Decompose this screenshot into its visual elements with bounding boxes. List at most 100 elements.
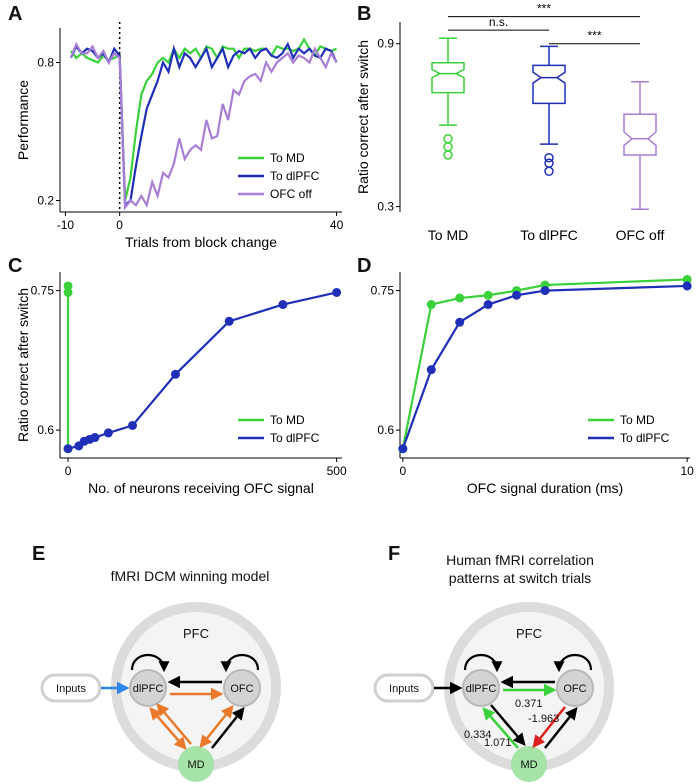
ofc-label: OFC: [563, 683, 586, 695]
inputs-node: [40, 673, 102, 703]
data-point: [483, 290, 493, 300]
md-to-dlpfc-arrow: [482, 707, 519, 749]
pfc-label: PFC: [516, 626, 542, 641]
ofc-node: [556, 669, 594, 707]
weight-md-dlpfc: 0.334: [464, 729, 492, 741]
panel-label-e: E: [32, 543, 45, 565]
legend-label: To MD: [620, 413, 655, 427]
outlier: [443, 150, 453, 160]
inputs-label: Inputs: [56, 683, 86, 695]
diagram-e: fMRI DCM winning model PFC Inputs dlPFC …: [40, 568, 281, 782]
ofc-node: [223, 669, 261, 707]
outlier: [544, 158, 554, 168]
data-point: [426, 300, 436, 310]
dlpfc-label: dlPFC: [466, 683, 497, 695]
y-tick-label: 0.6: [377, 423, 394, 437]
significance-label: n.s.: [489, 15, 508, 29]
box: [532, 64, 566, 105]
md-node: [511, 746, 547, 782]
x-tick-label: -10: [57, 218, 75, 232]
y-tick-label: 0.75: [371, 284, 395, 298]
y-axis-label: Ratio correct after switch: [355, 40, 371, 194]
legend-label: To dlPFC: [270, 431, 320, 445]
data-point: [455, 293, 465, 303]
md-label: MD: [520, 759, 537, 771]
diagram-e-title: fMRI DCM winning model: [111, 568, 270, 584]
y-tick-label: 0.9: [377, 37, 394, 51]
data-point: [512, 290, 522, 300]
diagram-f-title-line2: patterns at switch trials: [449, 570, 591, 586]
outlier: [544, 166, 554, 177]
legend-label: To MD: [270, 413, 305, 427]
data-point: [278, 300, 288, 310]
md-to-ofc-arrow: [544, 707, 578, 749]
ofc-self-loop-arrow: [220, 654, 260, 673]
data-point: [63, 281, 73, 291]
data-point: [103, 428, 113, 438]
diagram-f-title-line1: Human fMRI correlation: [446, 552, 594, 568]
y-axis-label: Ratio correct after switch: [15, 288, 31, 442]
legend-label: To dlPFC: [620, 431, 670, 445]
x-tick-label: 0: [116, 218, 123, 232]
panel-label-d: D: [357, 255, 371, 277]
weight-dlpfc-ofc: 0.371: [515, 698, 543, 710]
series-line: [69, 41, 338, 208]
data-point: [540, 286, 550, 296]
data-point: [90, 433, 100, 443]
data-point: [483, 300, 493, 310]
legend-label: OFC off: [270, 187, 312, 201]
inputs-label: Inputs: [389, 683, 419, 695]
panel-label-a: A: [8, 3, 22, 25]
box: [431, 61, 465, 94]
weight-ofc-md: -1.963: [528, 713, 559, 725]
ofc-md-arrow: [199, 705, 234, 748]
chart-a-performance: -10 0 40 0.2 0.8 Trials from block change Perf…: [15, 22, 344, 250]
y-tick-label: 0.75: [31, 284, 55, 298]
panel-label-c: C: [8, 255, 22, 277]
data-point: [63, 287, 73, 297]
outlier: [443, 133, 453, 144]
dlpfc-to-md-arrow: [490, 704, 526, 746]
legend-label: To MD: [270, 151, 305, 165]
y-tick-label: 0.6: [37, 423, 54, 437]
significance-label: ***: [537, 2, 551, 16]
x-tick-label: 0: [65, 464, 72, 478]
dlpfc-self-loop-arrow: [130, 654, 170, 673]
data-point: [170, 369, 180, 379]
x-axis-label: Trials from block change: [125, 234, 277, 250]
data-point: [63, 444, 73, 454]
x-axis-label: OFC signal duration (ms): [467, 480, 623, 496]
y-axis-label: Performance: [15, 80, 31, 160]
x-tick-label: 500: [327, 464, 347, 478]
box: [623, 113, 657, 156]
category-label: OFC off: [616, 227, 665, 243]
y-tick-label: 0.3: [377, 200, 394, 214]
chart-c-neurons: 0 500 0.6 0.75 No. of neurons receiving OFC …: [15, 272, 347, 496]
weight-dlpfc-md: 1.071: [484, 737, 512, 749]
x-tick-label: 0: [399, 464, 406, 478]
y-tick-label: 0.2: [37, 194, 54, 208]
md-node: [178, 746, 214, 782]
dlpfc-node: [462, 669, 500, 707]
data-point: [682, 274, 692, 284]
ofc-to-md-arrow: [532, 706, 566, 748]
data-point: [426, 365, 436, 375]
data-point: [455, 317, 465, 327]
dlpfc-node: [129, 669, 167, 707]
data-point: [682, 281, 692, 291]
md-dlpfc-arrow: [156, 703, 192, 745]
chart-d-duration: 0 10 0.6 0.75 OFC signal duration (ms) To MD T…: [371, 272, 694, 496]
diagram-f: Human fMRI correlation patterns at switc…: [373, 552, 614, 782]
pfc-label: PFC: [183, 626, 209, 641]
inputs-node: [373, 673, 435, 703]
data-point: [224, 316, 234, 326]
significance-label: ***: [587, 29, 601, 43]
md-to-ofc-arrow: [211, 707, 245, 749]
y-tick-label: 0.8: [37, 56, 54, 70]
md-label: MD: [187, 759, 204, 771]
series-line: [69, 41, 338, 211]
x-tick-label: 40: [330, 218, 344, 232]
data-point: [332, 287, 342, 297]
ofc-label: OFC: [230, 683, 253, 695]
